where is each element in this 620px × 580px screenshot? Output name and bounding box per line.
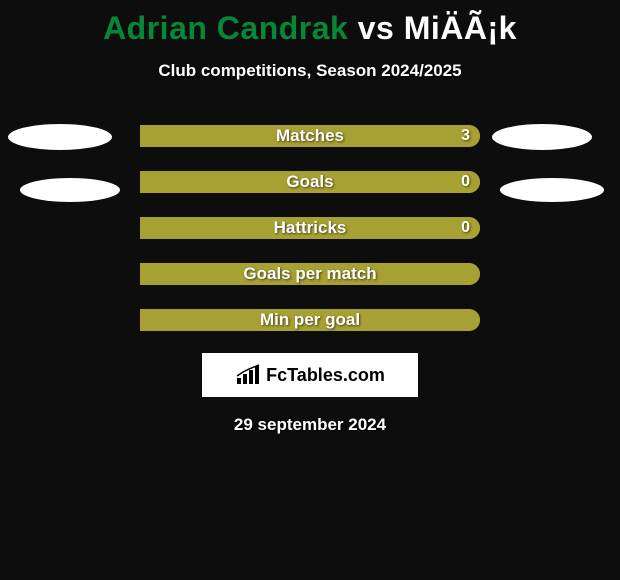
date-text: 29 september 2024 [0, 415, 620, 435]
stat-row: Goals0 [140, 171, 480, 193]
stat-row: Min per goal [140, 309, 480, 331]
decorative-ellipse [8, 124, 112, 150]
stat-row: Goals per match [140, 263, 480, 285]
stat-fill-right [140, 263, 480, 285]
stat-value-right: 0 [461, 219, 470, 237]
subtitle: Club competitions, Season 2024/2025 [0, 61, 620, 81]
stat-fill-right [140, 171, 480, 193]
decorative-ellipse [20, 178, 120, 202]
decorative-ellipse [500, 178, 604, 202]
bar-chart-icon [235, 364, 261, 386]
stat-row: Hattricks0 [140, 217, 480, 239]
brand-box: FcTables.com [202, 353, 418, 397]
stat-value-right: 0 [461, 173, 470, 191]
title-player1: Adrian Candrak [103, 10, 348, 46]
stat-row: Matches3 [140, 125, 480, 147]
title-player2: MiÄÃ¡k [404, 10, 517, 46]
decorative-ellipse [492, 124, 592, 150]
stat-fill-right [140, 125, 480, 147]
stat-fill-right [140, 217, 480, 239]
stat-fill-right [140, 309, 480, 331]
page-title: Adrian Candrak vs MiÄÃ¡k [0, 0, 620, 47]
stat-value-right: 3 [461, 127, 470, 145]
stats-container: Matches3 Goals0 Hattricks0 Goals per match M… [0, 125, 620, 331]
title-vs: vs [348, 10, 403, 46]
brand-text: FcTables.com [266, 365, 385, 386]
